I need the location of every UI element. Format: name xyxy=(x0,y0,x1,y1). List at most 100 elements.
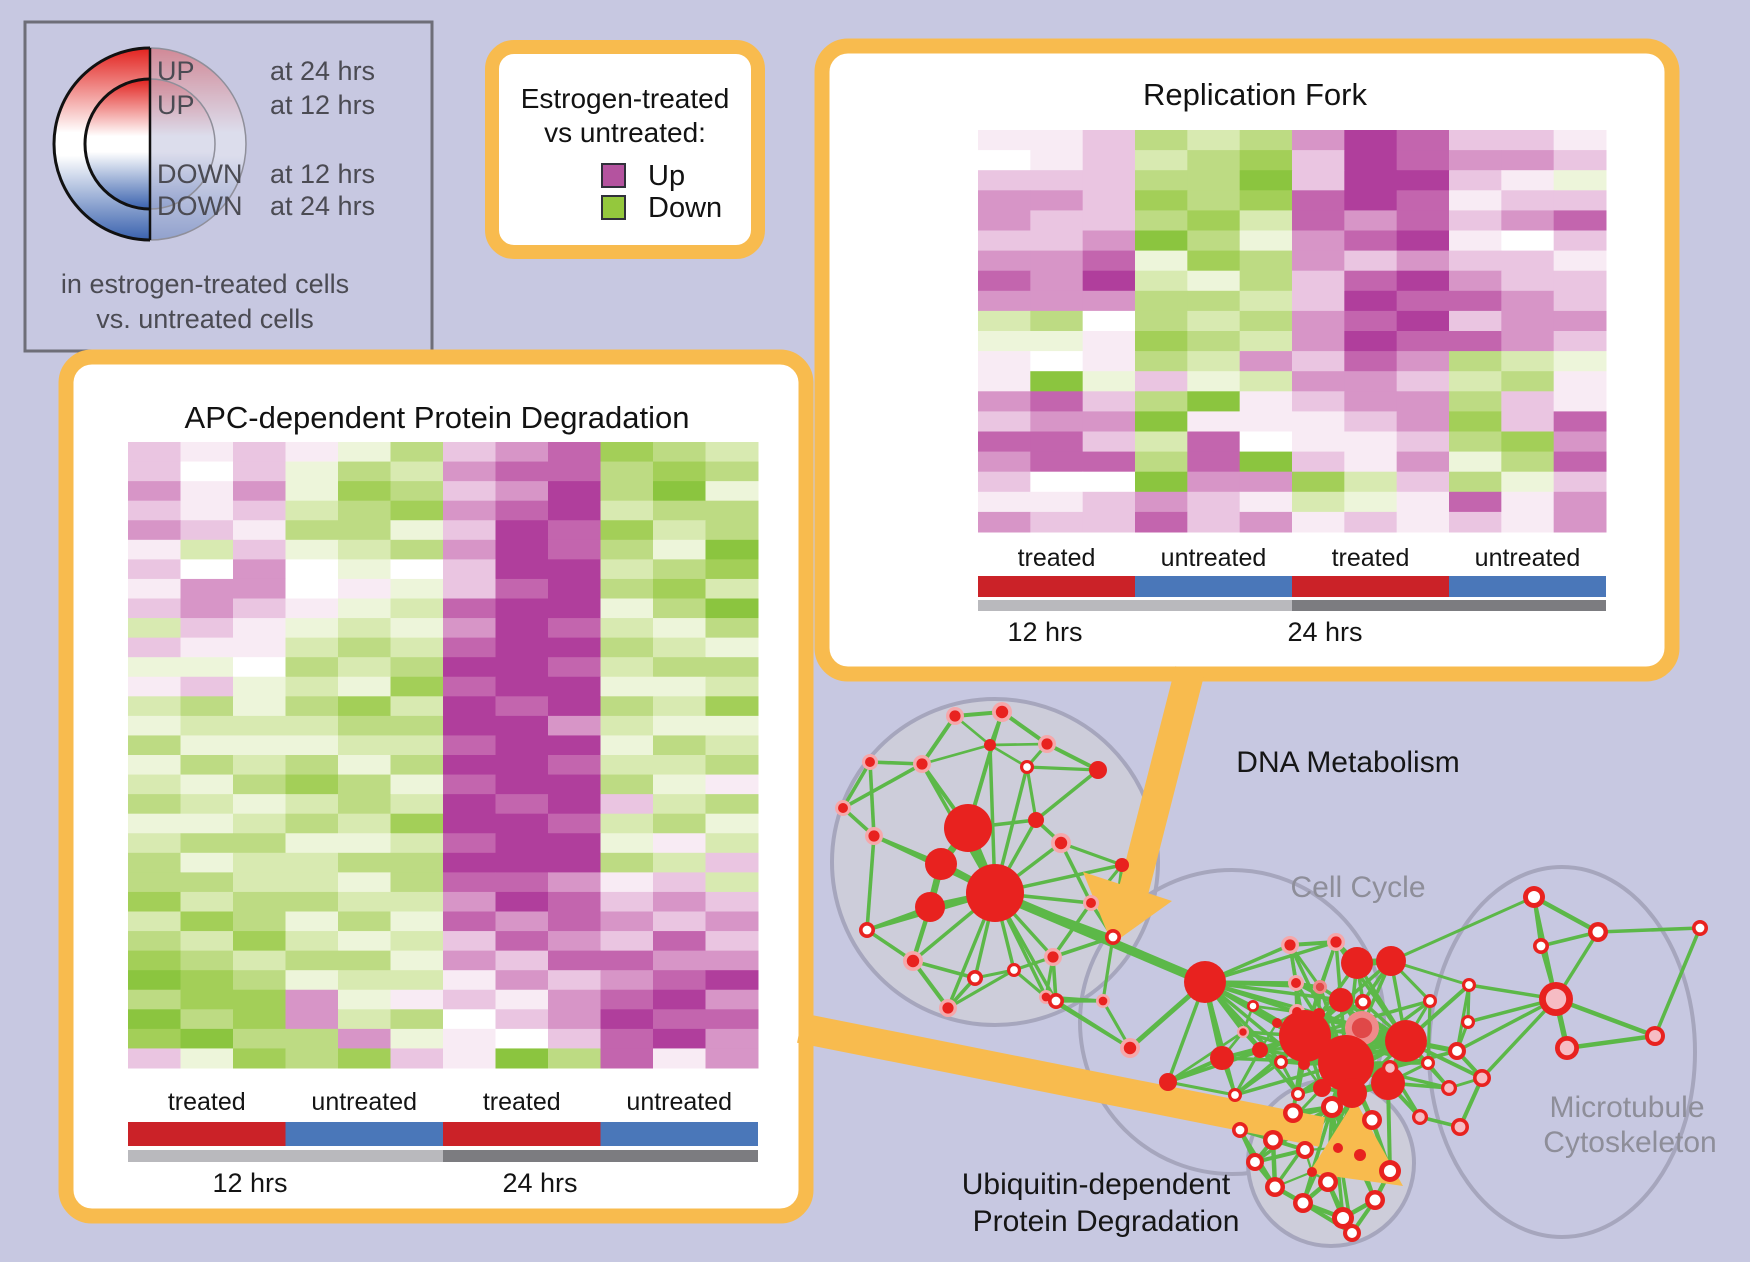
heatmap-cell xyxy=(1553,250,1607,272)
network-edge xyxy=(1101,936,1115,1002)
heatmap-cell xyxy=(1449,270,1502,292)
heatmap-cell xyxy=(653,794,706,815)
heatmap-cell xyxy=(1187,471,1241,493)
heatmap-cell xyxy=(285,813,339,834)
network-edge xyxy=(1204,940,1337,984)
heatmap-cell xyxy=(1030,471,1084,493)
color-key-box: Estrogen-treated vs untreated: Up Down xyxy=(485,40,765,259)
heatmap-cell xyxy=(1239,310,1293,332)
heatmap-cell xyxy=(1396,290,1450,312)
heatmap-cell xyxy=(1135,290,1188,312)
heatmap-cell xyxy=(338,1028,391,1049)
heatmap-cell xyxy=(390,500,444,521)
heatmap-cell xyxy=(1292,230,1345,252)
heatmap-cell xyxy=(1553,150,1607,171)
network-node-pink-center xyxy=(1559,1040,1575,1056)
network-node-white-center xyxy=(1358,997,1368,1007)
heatmap-cell xyxy=(443,1028,496,1049)
heatmap-cell xyxy=(1396,130,1450,151)
heatmap-cell xyxy=(443,657,496,678)
heatmap-cell xyxy=(128,461,181,482)
heatmap-cell xyxy=(548,1028,601,1049)
heatmap-cell xyxy=(390,481,444,502)
heatmap-cell xyxy=(653,715,706,736)
heatmap-cell xyxy=(1292,351,1345,372)
heatmap-cell xyxy=(233,598,286,619)
heatmap-cell xyxy=(1135,411,1188,432)
heatmap-cell xyxy=(285,461,339,482)
heatmap-cell xyxy=(1239,491,1293,513)
heatmap-cell xyxy=(128,970,181,991)
heatmap-cell xyxy=(390,911,444,932)
heatmap-cell xyxy=(1553,331,1607,352)
heatmap-cell xyxy=(180,618,234,639)
heatmap-cell xyxy=(1501,471,1555,493)
heatmap-cell xyxy=(285,715,339,736)
heatmap-cell xyxy=(1135,391,1188,412)
heatmap-cell xyxy=(1135,491,1188,513)
heatmap-cell xyxy=(495,1048,549,1069)
network-node-white-center xyxy=(1249,1002,1257,1010)
heatmap-cell xyxy=(548,872,601,893)
heatmap-cell xyxy=(338,931,391,952)
heatmap-cell xyxy=(443,598,496,619)
heatmap-cell xyxy=(1030,511,1084,533)
heatmap-cell xyxy=(180,852,234,873)
heatmap-cell xyxy=(1135,270,1188,292)
heatmap-cell xyxy=(1030,230,1084,252)
network-node-pink-center xyxy=(1415,1112,1425,1122)
heatmap-cell xyxy=(443,1009,496,1030)
heatmap-cell xyxy=(233,891,286,912)
network-edge xyxy=(1653,927,1702,1037)
heatmap-cell xyxy=(1030,150,1084,171)
heatmap-cell xyxy=(1553,451,1607,473)
heatmap-cell xyxy=(978,471,1031,493)
heatmap-cell xyxy=(1553,511,1607,533)
heatmap-cell xyxy=(1082,130,1136,151)
heatmap-cell xyxy=(233,911,286,932)
heatmap-cell xyxy=(705,931,759,952)
heatmap-cell xyxy=(180,461,234,482)
heatmap-cell xyxy=(1187,190,1241,211)
network-node-core xyxy=(865,757,875,767)
network-node-solid xyxy=(1354,1149,1366,1161)
color-key-border xyxy=(485,40,765,259)
heatmap-cell xyxy=(600,970,654,991)
heatmap-cell xyxy=(1030,411,1084,432)
heatmap-cell xyxy=(390,774,444,795)
heatmap-cell xyxy=(548,970,601,991)
heatmap-cell xyxy=(285,872,339,893)
heatmap-cell xyxy=(495,715,549,736)
network-edge xyxy=(1026,765,1099,772)
network-edge xyxy=(1025,766,1038,821)
heatmap-cell xyxy=(390,696,444,717)
heatmap-cell xyxy=(653,442,706,463)
heatmap-cell xyxy=(495,539,549,560)
heatmap-cell xyxy=(1396,270,1450,292)
network-node-white-center xyxy=(1366,1114,1378,1126)
heatmap-cell xyxy=(1239,130,1293,151)
ring-row3-dir: DOWN xyxy=(157,159,242,189)
heatmap-cell xyxy=(1135,371,1188,392)
heatmap-cell xyxy=(285,774,339,795)
heatmap-cell xyxy=(1344,331,1398,352)
ring-inner-left-arc xyxy=(83,77,151,211)
heatmap-cell xyxy=(1292,411,1345,432)
network-node-white-center xyxy=(1695,923,1705,933)
network-node-solid xyxy=(1279,1010,1331,1062)
ring-inner-right-arc xyxy=(149,78,216,210)
heatmap-cell xyxy=(443,676,496,697)
heatmap-cell xyxy=(128,578,181,599)
figure-bottom-margin xyxy=(0,1262,1750,1279)
up-swatch-label: Up xyxy=(648,160,685,192)
heatmap-cell xyxy=(390,618,444,639)
time-label-12hrs: 12 hrs xyxy=(1007,617,1082,647)
heatmap-cell xyxy=(1030,250,1084,272)
heatmap-cell xyxy=(390,578,444,599)
heatmap-cell xyxy=(443,442,496,463)
heatmap-cell xyxy=(1187,290,1241,312)
heatmap-cell xyxy=(600,1028,654,1049)
heatmap-cell xyxy=(1501,270,1555,292)
heatmap-cell xyxy=(443,539,496,560)
heatmap-cell xyxy=(1030,190,1084,211)
